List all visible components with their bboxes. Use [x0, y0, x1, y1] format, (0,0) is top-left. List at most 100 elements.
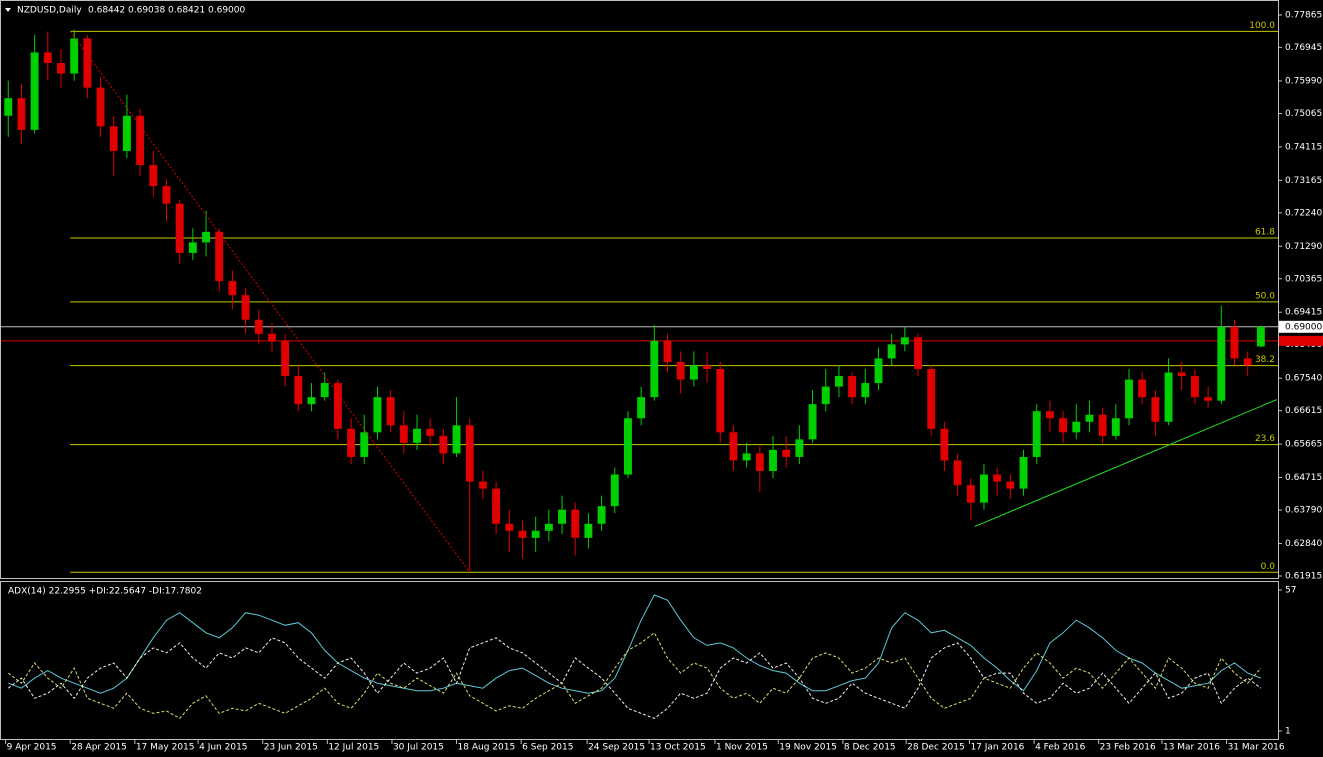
candle-body: [571, 509, 580, 538]
header-value: 0.69038: [128, 6, 165, 16]
y-tick-label: 0.67540: [1285, 374, 1322, 384]
candle-body: [281, 340, 290, 377]
candle-body: [347, 428, 356, 457]
candle-body: [887, 344, 896, 359]
x-tick-label: 13 Mar 2016: [1163, 743, 1220, 753]
candle-body: [320, 383, 329, 398]
indicator-pane-border: [0, 581, 1279, 740]
candle-body: [492, 488, 501, 524]
y-tick-label: 0.65665: [1285, 440, 1322, 450]
y-tick-label: 0.61915: [1285, 571, 1322, 581]
x-tick-label: 4 Jun 2015: [199, 743, 247, 753]
candle-body: [637, 397, 646, 419]
fib-label: 23.6: [1255, 434, 1275, 444]
x-tick-label: 17 Jan 2016: [970, 743, 1024, 753]
y-tick-label: 0.70365: [1285, 274, 1322, 284]
y-tick-label: 0.71290: [1285, 242, 1322, 252]
candle-body: [30, 52, 39, 130]
candle-body: [333, 383, 342, 429]
y-tick-label: 0.69415: [1285, 308, 1322, 318]
indicator-tick-label: 1: [1285, 727, 1291, 737]
candle-body: [1151, 397, 1160, 422]
horizontal-line-marker: [1279, 335, 1323, 346]
x-tick-label: 8 Dec 2015: [844, 743, 896, 753]
candle-body: [505, 523, 514, 531]
menu-arrow[interactable]: [5, 8, 11, 12]
candle-body: [162, 186, 171, 204]
candle-body: [1230, 326, 1239, 359]
candle-body: [769, 449, 777, 472]
candle-body: [1072, 421, 1081, 433]
x-tick-label: 28 Dec 2015: [907, 743, 965, 753]
candle-body: [848, 376, 857, 398]
header-value: 0.69000: [208, 6, 245, 16]
candle-body: [1243, 358, 1252, 366]
candle-body: [597, 506, 606, 524]
y-tick-label: 0.75065: [1285, 109, 1322, 119]
candle-body: [874, 358, 883, 384]
candle-body: [795, 439, 804, 457]
candle-body: [268, 333, 276, 341]
indicator-label: ADX(14) 22.2955 +DI:22.5647 -DI:17.7802: [8, 587, 202, 597]
x-tick-label: 13 Oct 2015: [650, 743, 706, 753]
last-price-label: 0.69000: [1285, 322, 1322, 332]
trendline: [974, 399, 1277, 528]
candle-body: [729, 432, 738, 461]
candle-body: [953, 460, 962, 486]
candle-body: [215, 231, 224, 282]
candle-body: [1045, 411, 1054, 419]
candle-body: [716, 369, 725, 433]
candle-body: [1177, 372, 1186, 377]
fib-label: 0.0: [1261, 562, 1276, 572]
candle-body: [109, 126, 118, 151]
y-tick-label: 0.74115: [1285, 142, 1322, 152]
x-tick-label: 23 Feb 2016: [1100, 743, 1156, 753]
fib-label: 100.0: [1249, 21, 1275, 31]
candle-body: [202, 231, 210, 243]
candle-body: [70, 38, 79, 74]
x-tick-label: 17 May 2015: [136, 743, 195, 753]
candle-body: [689, 365, 698, 380]
candle-body: [914, 337, 922, 370]
candle-body: [927, 369, 936, 429]
candle-body: [43, 52, 52, 64]
candle-body: [1085, 414, 1094, 422]
y-tick-label: 0.62840: [1285, 539, 1322, 549]
y-tick-label: 0.72240: [1285, 208, 1322, 218]
candle-body: [993, 474, 1002, 482]
candle-body: [228, 281, 237, 296]
candle-body: [478, 481, 487, 489]
candle-body: [1019, 456, 1028, 489]
y-tick-label: 0.76945: [1285, 43, 1322, 53]
candle-body: [122, 115, 131, 151]
y-tick-label: 0.75990: [1285, 76, 1322, 86]
candle-body: [624, 418, 632, 475]
fib-label: 38.2: [1255, 355, 1275, 365]
fib-label: 61.8: [1255, 227, 1275, 237]
candle-body: [518, 530, 527, 538]
candle-body: [980, 474, 988, 503]
candle-body: [254, 319, 263, 334]
candle-body: [136, 115, 145, 166]
candle-body: [439, 435, 448, 454]
candle-body: [4, 98, 13, 116]
candle-body: [1256, 326, 1265, 347]
candle-body: [782, 449, 791, 457]
candle-body: [966, 485, 975, 503]
candle-body: [452, 425, 461, 454]
candle-body: [373, 397, 382, 433]
indicator-line: [7, 637, 1262, 719]
candle-body: [96, 87, 105, 127]
x-tick-label: 19 Nov 2015: [779, 743, 837, 753]
candle-body: [1111, 418, 1120, 436]
candle-body: [57, 63, 65, 74]
header-value: 0.68421: [168, 6, 205, 16]
candle-body: [531, 530, 540, 538]
y-tick-label: 0.66615: [1285, 406, 1322, 416]
x-tick-label: 9 Apr 2015: [7, 743, 57, 753]
x-tick-label: 31 Mar 2016: [1228, 743, 1285, 753]
header-value: 0.68442: [88, 6, 125, 16]
x-tick-label: 30 Jul 2015: [393, 743, 444, 753]
